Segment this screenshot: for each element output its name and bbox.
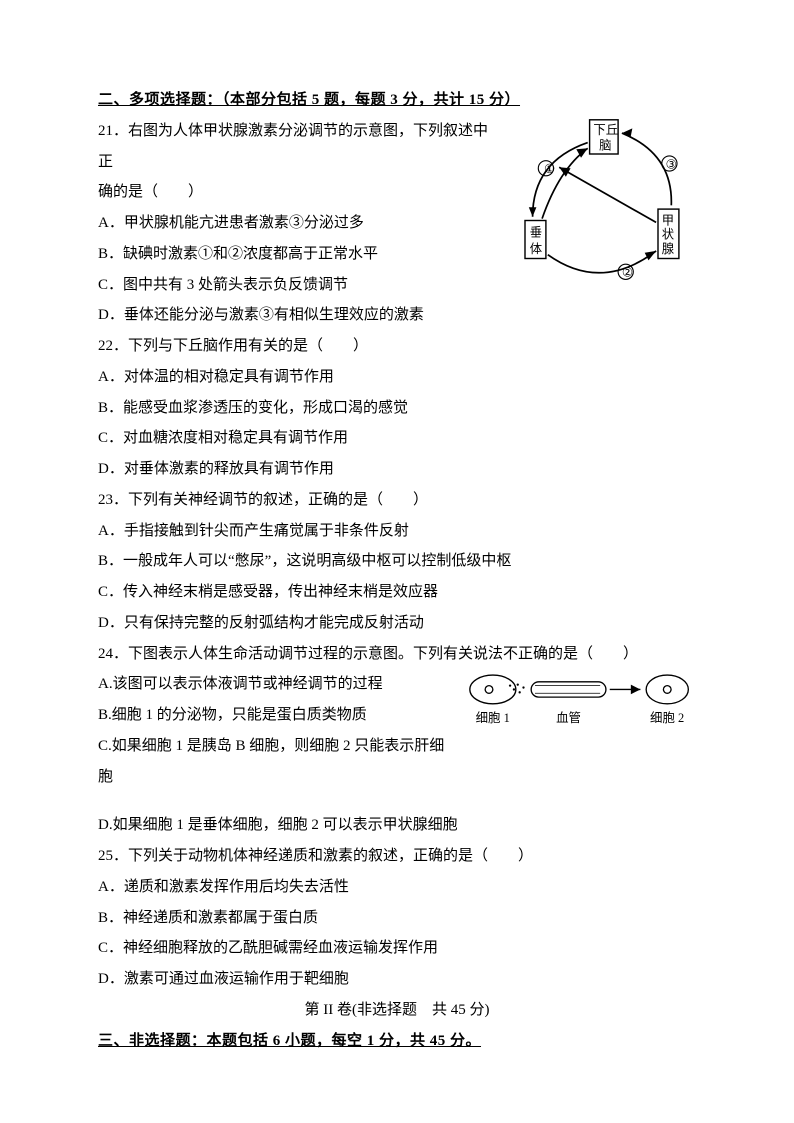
q25-C: C．神经细胞释放的乙酰胆碱需经血液运输发挥作用 — [98, 933, 696, 964]
q22-A: A．对体温的相对稳定具有调节作用 — [98, 362, 696, 393]
q21-A: A．甲状腺机能亢进患者激素③分泌过多 — [98, 208, 696, 239]
q24-A: A.该图可以表示体液调节或神经调节的过程 — [98, 669, 696, 700]
q21-D: D．垂体还能分泌与激素③有相似生理效应的激素 — [98, 300, 696, 331]
q23-C: C．传入神经末梢是感受器，传出神经末梢是效应器 — [98, 577, 696, 608]
q22-B: B．能感受血浆渗透压的变化，形成口渴的感觉 — [98, 393, 696, 424]
q24-B: B.细胞 1 的分泌物，只能是蛋白质类物质 — [98, 700, 696, 731]
section3-title: 三、非选择题：本题包括 6 小题，每空 1 分，共 45 分。 — [98, 1026, 696, 1057]
q21-C: C．图中共有 3 处箭头表示负反馈调节 — [98, 270, 696, 301]
q25-A: A．递质和激素发挥作用后均失去活性 — [98, 872, 696, 903]
q25-D: D．激素可通过血液运输作用于靶细胞 — [98, 964, 696, 995]
q21-stem-b: 确的是（ ） — [98, 177, 696, 208]
section2-title: 二、多项选择题：（本部分包括 5 题，每题 3 分，共计 15 分） — [98, 85, 696, 116]
q24-D: D.如果细胞 1 是垂体细胞，细胞 2 可以表示甲状腺细胞 — [98, 810, 696, 841]
part2-title: 第 II 卷(非选择题 共 45 分) — [98, 995, 696, 1026]
page: 二、多项选择题：（本部分包括 5 题，每题 3 分，共计 15 分） 下丘 脑 … — [0, 0, 794, 1116]
q23-A: A．手指接触到针尖而产生痛觉属于非条件反射 — [98, 516, 696, 547]
q22-D: D．对垂体激素的释放具有调节作用 — [98, 454, 696, 485]
q25-B: B．神经递质和激素都属于蛋白质 — [98, 903, 696, 934]
q22-stem: 22．下列与下丘脑作用有关的是（ ） — [98, 331, 696, 362]
q21-B: B．缺碘时激素①和②浓度都高于正常水平 — [98, 239, 696, 270]
q22-C: C．对血糖浓度相对稳定具有调节作用 — [98, 423, 696, 454]
q24-stem: 24．下图表示人体生命活动调节过程的示意图。下列有关说法不正确的是（ ） — [98, 639, 696, 670]
q23-stem: 23．下列有关神经调节的叙述，正确的是（ ） — [98, 485, 696, 516]
q21-stem-a: 21．右图为人体甲状腺激素分泌调节的示意图，下列叙述中正 — [98, 116, 696, 178]
q24-C: C.如果细胞 1 是胰岛 B 细胞，则细胞 2 只能表示肝细胞 — [98, 731, 696, 793]
q23-D: D．只有保持完整的反射弧结构才能完成反射活动 — [98, 608, 696, 639]
q25-stem: 25．下列关于动物机体神经递质和激素的叙述，正确的是（ ） — [98, 841, 696, 872]
q23-B: B．一般成年人可以“憋尿”，这说明高级中枢可以控制低级中枢 — [98, 546, 696, 577]
